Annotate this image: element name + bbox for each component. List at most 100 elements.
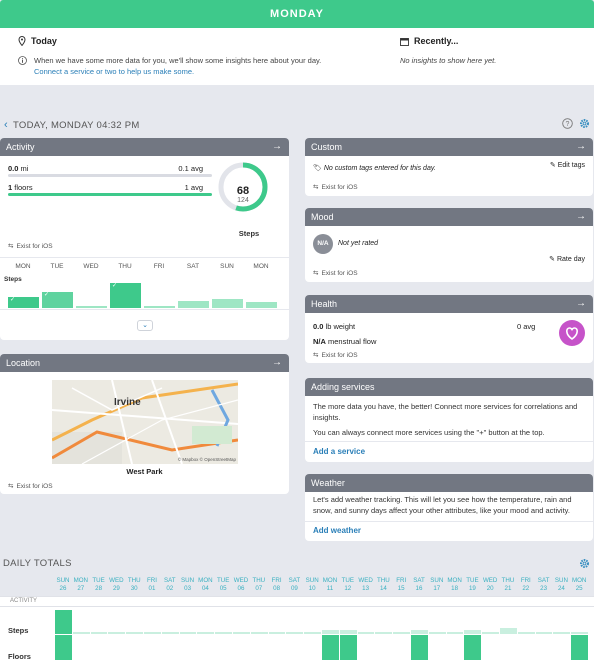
daily-day-header: SUN 10 [305, 577, 319, 592]
daily-steps-bar[interactable] [553, 631, 571, 634]
week-day-bar[interactable] [76, 305, 107, 308]
week-day-bar[interactable]: ✓ [42, 291, 73, 308]
back-chevron-icon[interactable]: ‹ [4, 119, 8, 131]
steps-goal: 124 [237, 197, 249, 204]
daily-steps-bar[interactable] [375, 631, 393, 634]
daily-steps-bar[interactable] [571, 631, 588, 634]
edit-tags-link[interactable]: ✎ Edit tags [549, 162, 585, 169]
connect-service-link[interactable]: Connect a service or two to help us make… [34, 67, 195, 76]
arrow-right-icon[interactable]: → [272, 357, 282, 368]
ios-source: ⇆ Exist for iOS [8, 242, 53, 251]
gear-icon[interactable] [579, 118, 590, 129]
daily-steps-bar[interactable] [464, 630, 482, 634]
custom-empty-text: No custom tags entered for this day. [323, 165, 436, 172]
daily-day-header: MON 27 [73, 577, 89, 592]
daily-steps-bar[interactable] [286, 631, 304, 634]
week-day-bar[interactable] [178, 300, 209, 308]
week-day-bar[interactable] [144, 305, 175, 308]
add-service-link[interactable]: Add a service [313, 447, 366, 456]
daily-steps-bar[interactable] [411, 630, 428, 634]
daily-steps-bar[interactable] [233, 631, 250, 634]
tag-icon: 🏷 [313, 165, 322, 172]
arrow-right-icon[interactable]: → [576, 211, 586, 222]
floors-avg: 1 avg [184, 183, 203, 192]
weather-text: Let's add weather tracking. This will le… [313, 495, 572, 515]
divider [305, 521, 593, 522]
ios-source: ⇆ Exist for iOS [313, 183, 358, 192]
daily-day-header: TUE 28 [92, 577, 105, 592]
daily-steps-bar[interactable] [428, 631, 446, 634]
daily-day-header: WED 06 [233, 577, 249, 592]
arrow-right-icon[interactable]: → [576, 141, 586, 152]
daily-day-header: FRI 08 [271, 577, 282, 592]
recently-text: No insights to show here yet. [400, 56, 497, 65]
daily-steps-bar[interactable] [482, 631, 499, 634]
daily-steps-bar[interactable] [72, 631, 90, 634]
week-day-bar[interactable]: ✓ [8, 296, 39, 308]
map-image[interactable]: Irvine © Mapbox © OpenStreetMap [52, 380, 238, 464]
daily-steps-bar[interactable] [108, 631, 126, 634]
daily-day-header: TUE 05 [217, 577, 230, 592]
daily-totals-grid [0, 607, 594, 669]
week-day-bar[interactable] [246, 301, 277, 308]
heart-icon [559, 320, 585, 346]
pencil-icon: ✎ [549, 162, 556, 169]
arrow-right-icon[interactable]: → [576, 298, 586, 309]
daily-steps-bar[interactable] [357, 631, 375, 634]
daily-floors-bar[interactable] [464, 635, 482, 660]
svg-text:?: ? [566, 121, 570, 128]
daily-steps-bar[interactable] [250, 631, 268, 634]
daily-steps-bar[interactable] [339, 630, 357, 634]
daily-steps-bar[interactable] [446, 631, 464, 634]
daily-day-header: SUN 17 [430, 577, 444, 592]
daily-steps-bar[interactable] [90, 631, 108, 634]
daily-day-header: SAT 09 [288, 577, 301, 592]
daily-steps-bar[interactable] [535, 631, 553, 634]
daily-day-header: SUN 24 [554, 577, 568, 592]
activity-section-label: ACTIVITY [10, 598, 38, 604]
daily-steps-bar[interactable] [179, 631, 197, 634]
daily-steps-bar[interactable] [215, 631, 232, 634]
daily-steps-bar[interactable] [144, 631, 161, 634]
daily-floors-bar[interactable] [411, 635, 428, 660]
steps-label: Steps [238, 229, 260, 238]
week-day-bar[interactable] [212, 299, 243, 308]
daily-day-header: SAT 02 [164, 577, 176, 592]
gear-icon[interactable] [579, 558, 590, 569]
custom-title: Custom [311, 142, 343, 152]
daily-floors-bar[interactable] [339, 635, 357, 660]
daily-steps-bar[interactable] [304, 631, 321, 634]
today-insight-text: When we have some more data for you, we'… [34, 56, 322, 65]
weight-row: 0.0 lb weight [313, 322, 356, 331]
custom-card: Custom → 🏷 No custom tags entered for th… [305, 138, 593, 196]
daily-floors-bar[interactable] [322, 635, 339, 660]
add-weather-link[interactable]: Add weather [313, 526, 362, 535]
mood-title: Mood [311, 212, 334, 222]
rate-day-link[interactable]: ✎ Rate day [549, 256, 585, 263]
daily-day-header: TUE 19 [466, 577, 479, 592]
daily-steps-bar[interactable] [126, 631, 143, 634]
map-credit: © Mapbox © OpenStreetMap [178, 456, 237, 462]
daily-floors-bar[interactable] [571, 635, 588, 660]
check-icon: ✓ [44, 291, 50, 298]
daily-steps-bar[interactable] [500, 628, 517, 634]
adding-services-title: Adding services [311, 382, 375, 392]
distance-row: 0.0 mi [8, 164, 29, 173]
expand-chevron-icon[interactable]: ⌄ [137, 320, 153, 331]
arrow-right-icon[interactable]: → [272, 141, 282, 152]
weight-avg: 0 avg [517, 322, 536, 331]
week-day-label: WED [83, 263, 99, 270]
daily-steps-bar[interactable] [517, 631, 535, 634]
exist-icon: ⇆ [313, 270, 319, 277]
week-day-bar[interactable]: ✓ [110, 283, 141, 308]
daily-steps-bar[interactable] [268, 631, 286, 634]
daily-steps-bar[interactable] [161, 631, 179, 634]
help-icon[interactable]: ? [562, 118, 573, 129]
week-day-label: SUN [220, 263, 234, 270]
daily-floors-bar[interactable] [55, 635, 72, 660]
daily-steps-bar[interactable] [393, 631, 410, 634]
daily-steps-bar[interactable] [322, 630, 339, 634]
daily-day-header: THU 21 [501, 577, 515, 592]
daily-steps-bar[interactable] [55, 610, 72, 634]
daily-steps-bar[interactable] [197, 631, 215, 634]
